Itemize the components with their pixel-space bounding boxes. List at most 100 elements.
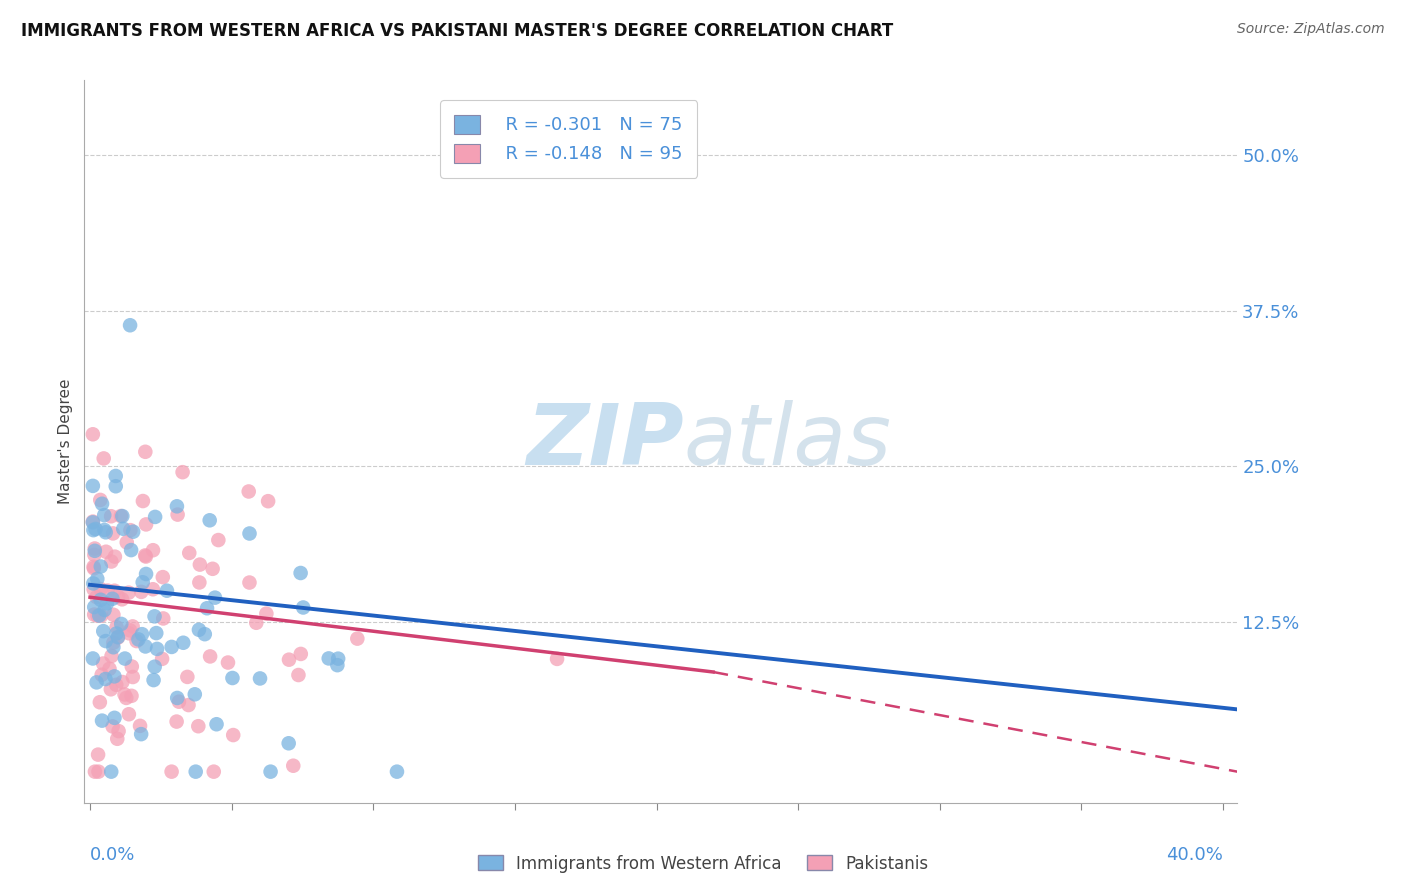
Point <box>222 728 245 742</box>
Point <box>89 608 111 623</box>
Point <box>277 736 299 750</box>
Point <box>184 764 207 779</box>
Point <box>101 591 124 606</box>
Point <box>82 523 104 537</box>
Point <box>100 555 122 569</box>
Point <box>546 652 568 666</box>
Point <box>82 651 104 665</box>
Point <box>103 640 125 655</box>
Point <box>114 688 136 702</box>
Point <box>110 509 132 524</box>
Point <box>167 695 190 709</box>
Point <box>290 647 312 661</box>
Point <box>83 607 105 622</box>
Point <box>238 484 260 499</box>
Point <box>166 690 188 705</box>
Point <box>245 615 267 630</box>
Point <box>112 522 135 536</box>
Point <box>187 719 209 733</box>
Point <box>104 479 127 493</box>
Point <box>121 670 143 684</box>
Point <box>110 616 132 631</box>
Point <box>150 652 173 666</box>
Legend: Immigrants from Western Africa, Pakistanis: Immigrants from Western Africa, Pakistan… <box>471 848 935 880</box>
Point <box>86 608 108 623</box>
Point <box>104 469 127 483</box>
Point <box>83 544 105 558</box>
Point <box>91 657 114 671</box>
Point <box>205 717 228 731</box>
Point <box>115 535 138 549</box>
Point <box>90 608 112 623</box>
Point <box>83 548 105 562</box>
Point <box>188 558 211 572</box>
Point <box>198 649 221 664</box>
Point <box>156 583 179 598</box>
Point <box>176 670 198 684</box>
Y-axis label: Master's Degree: Master's Degree <box>58 379 73 504</box>
Point <box>143 609 166 624</box>
Point <box>105 626 128 640</box>
Point <box>101 526 124 541</box>
Point <box>104 549 127 564</box>
Point <box>87 747 110 762</box>
Point <box>326 658 349 673</box>
Point <box>101 719 124 733</box>
Point <box>278 653 301 667</box>
Point <box>118 707 141 722</box>
Point <box>82 516 104 530</box>
Point <box>103 635 125 649</box>
Point <box>318 651 340 665</box>
Point <box>142 673 165 687</box>
Point <box>145 626 167 640</box>
Point <box>84 522 107 536</box>
Point <box>238 575 260 590</box>
Point <box>114 651 136 665</box>
Point <box>172 636 194 650</box>
Point <box>100 509 122 524</box>
Point <box>120 318 142 333</box>
Point <box>94 525 117 540</box>
Point <box>172 465 194 479</box>
Point <box>132 494 155 508</box>
Point <box>105 620 128 634</box>
Point <box>292 600 315 615</box>
Point <box>82 576 104 591</box>
Point <box>96 596 118 610</box>
Point <box>87 764 110 779</box>
Point <box>143 659 166 673</box>
Point <box>198 513 221 527</box>
Point <box>202 764 225 779</box>
Point <box>93 603 115 617</box>
Text: IMMIGRANTS FROM WESTERN AFRICA VS PAKISTANI MASTER'S DEGREE CORRELATION CHART: IMMIGRANTS FROM WESTERN AFRICA VS PAKIST… <box>21 22 893 40</box>
Point <box>120 543 142 558</box>
Point <box>254 607 277 621</box>
Point <box>94 672 117 686</box>
Point <box>177 698 200 712</box>
Point <box>195 601 218 615</box>
Text: 40.0%: 40.0% <box>1166 847 1223 864</box>
Point <box>121 659 143 673</box>
Point <box>146 641 169 656</box>
Point <box>86 590 108 604</box>
Point <box>90 559 112 574</box>
Point <box>122 524 145 539</box>
Point <box>91 497 114 511</box>
Point <box>90 667 112 681</box>
Point <box>83 600 105 615</box>
Point <box>143 510 166 524</box>
Point <box>125 634 148 648</box>
Point <box>135 566 157 581</box>
Point <box>283 758 305 772</box>
Point <box>120 624 142 638</box>
Point <box>89 695 111 709</box>
Legend:   R = -0.301   N = 75,   R = -0.148   N = 95: R = -0.301 N = 75, R = -0.148 N = 95 <box>440 100 697 178</box>
Point <box>135 549 157 564</box>
Point <box>89 492 111 507</box>
Point <box>249 672 271 686</box>
Point <box>121 689 143 703</box>
Point <box>132 575 155 590</box>
Text: Source: ZipAtlas.com: Source: ZipAtlas.com <box>1237 22 1385 37</box>
Point <box>93 451 115 466</box>
Point <box>84 764 107 779</box>
